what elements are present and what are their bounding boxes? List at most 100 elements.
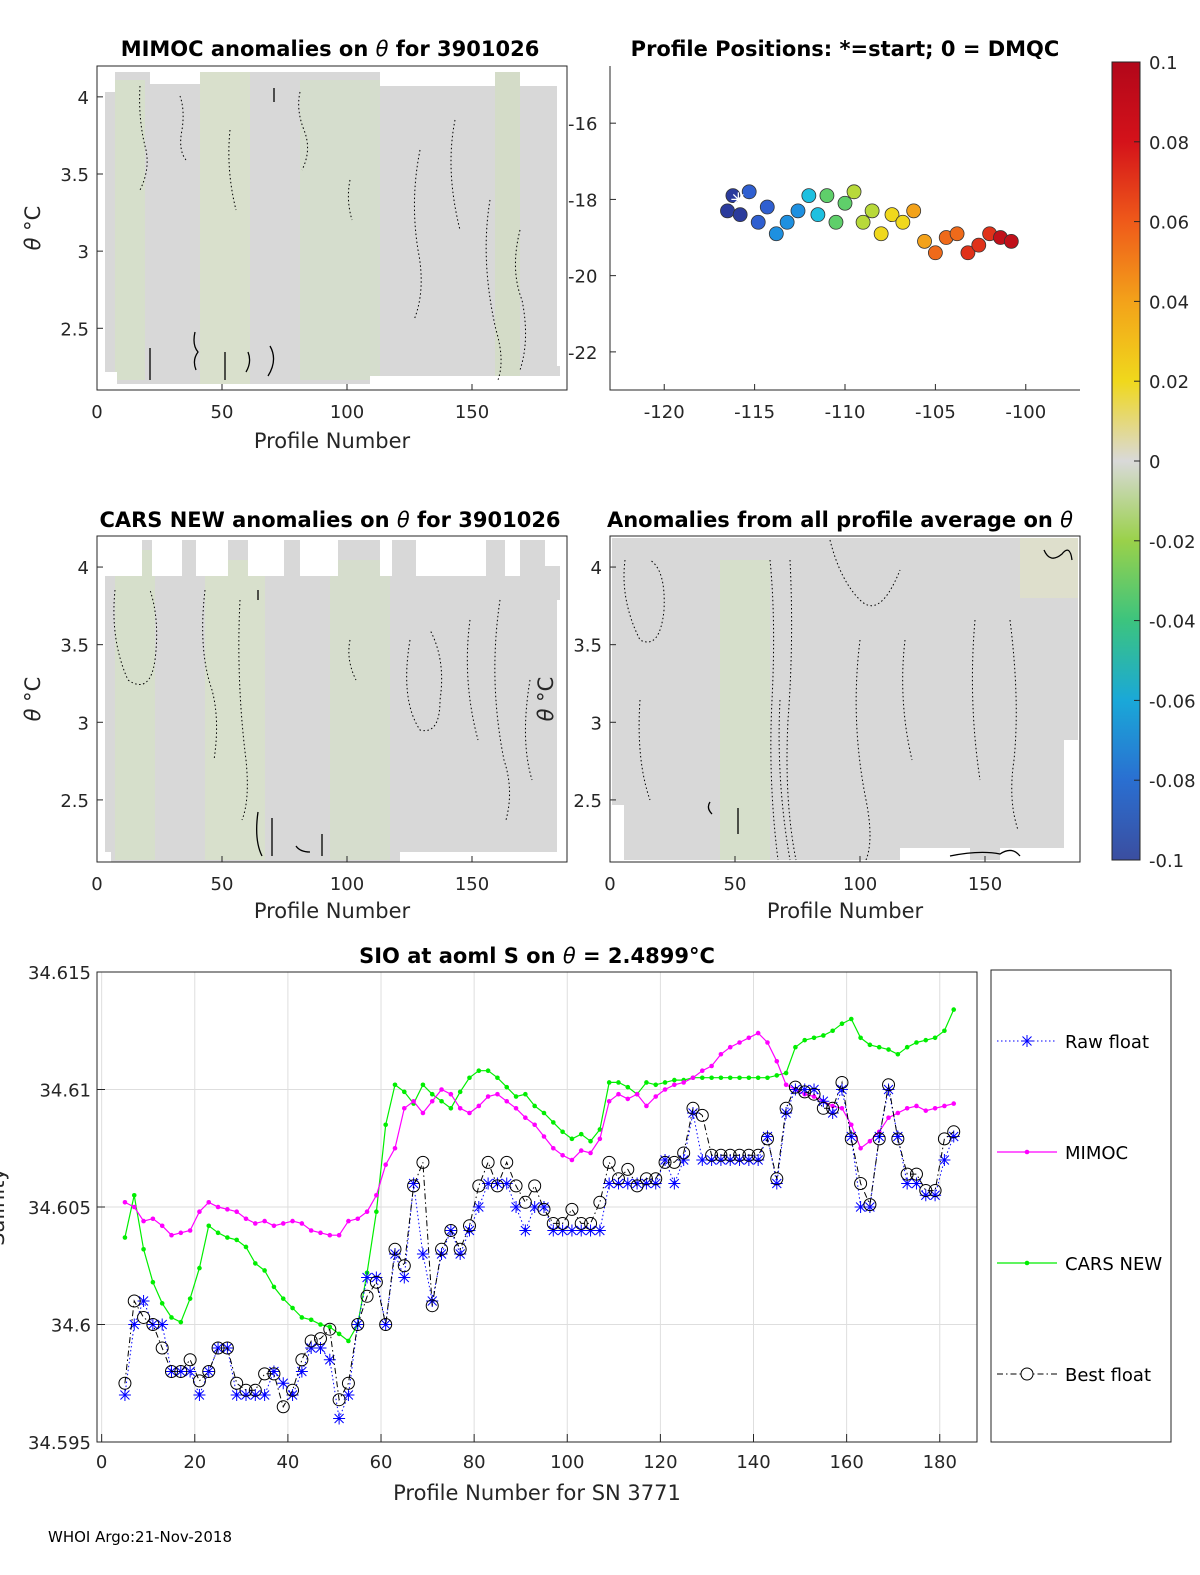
mimoc-point	[485, 1094, 491, 1099]
best-float-point	[639, 1172, 653, 1186]
legend-mimoc-label: MIMOC	[1065, 1143, 1128, 1164]
colorbar-tick-label: 0	[1149, 452, 1160, 473]
mimoc-point	[662, 1087, 668, 1092]
position-marker	[720, 203, 735, 219]
position-marker	[846, 184, 862, 200]
best-float-point	[565, 1202, 579, 1216]
best-float-point	[137, 1310, 151, 1324]
best-float-point	[751, 1148, 765, 1162]
mimoc-point	[253, 1221, 258, 1226]
raw-float-point	[714, 1154, 727, 1166]
cars-new-point	[597, 1127, 603, 1132]
salinity-xtick-label: 0	[96, 1452, 107, 1473]
position-marker	[971, 237, 987, 253]
mimoc-point	[467, 1110, 472, 1116]
mimoc-point	[355, 1216, 361, 1222]
raw-float-point	[491, 1177, 504, 1190]
raw-float-point	[193, 1389, 206, 1401]
mimoc-point	[308, 1228, 314, 1233]
positions-xtick-label: -105	[915, 402, 956, 423]
best-float-point	[909, 1167, 923, 1181]
mimoc-point	[541, 1134, 547, 1139]
cars-axes-box	[96, 535, 568, 863]
cars-new-point	[830, 1028, 835, 1034]
mimoc-point	[122, 1200, 128, 1205]
mimoc-point	[560, 1153, 565, 1158]
mimoc-point	[765, 1040, 770, 1045]
raw-float-point	[202, 1365, 215, 1378]
cars-new-point	[858, 1035, 863, 1041]
mimoc-point	[215, 1204, 221, 1210]
colorbar-ticks: 0.1 0.08 0.06 0.04 0.02 0 -0.02 -0.04 -0.06 -0.08…	[1134, 53, 1196, 872]
raw-float-point	[780, 1107, 793, 1119]
raw-float-point	[416, 1248, 429, 1260]
cars-new-point	[783, 1070, 789, 1076]
cars-new-point	[839, 1021, 845, 1026]
raw-float-point	[547, 1224, 560, 1237]
best-float-point	[397, 1259, 411, 1273]
cars-heatmap-field	[97, 536, 567, 864]
cars-new-point	[513, 1094, 519, 1099]
positions-xtick-label: -100	[1005, 402, 1046, 423]
raw-float-point	[128, 1318, 141, 1331]
cars-new-point	[951, 1007, 957, 1012]
best-float-point	[742, 1148, 756, 1162]
cars-new-point	[718, 1075, 724, 1081]
mimoc-point	[262, 1218, 267, 1224]
raw-float-point	[863, 1201, 876, 1213]
mimoc-point	[234, 1209, 239, 1214]
raw-float-point	[938, 1154, 951, 1166]
mimoc-ytick-label: 4	[78, 88, 89, 109]
cars-new-point	[457, 1089, 463, 1095]
cars-new-point	[383, 1122, 388, 1128]
colorbar-tick-label: 0.1	[1149, 53, 1178, 74]
best-float-point	[155, 1341, 169, 1355]
colorbar-tick-label: -0.04	[1149, 612, 1196, 633]
raw-float-point	[752, 1154, 765, 1166]
raw-float-point	[277, 1377, 290, 1390]
legend-raw-float-label: Raw float	[1065, 1032, 1149, 1053]
mimoc-point	[783, 1082, 789, 1088]
average-xlabel: Profile Number	[767, 899, 924, 923]
legend-cars-new-marker	[1024, 1260, 1030, 1266]
mimoc-point	[374, 1192, 379, 1198]
cars-anomaly-panel: CARS NEW anomalies on θ for 3901026 0 50 1…	[21, 508, 568, 923]
colorbar-tick-label: 0.06	[1149, 213, 1189, 234]
cars-new-point	[197, 1265, 202, 1271]
best-float-point	[630, 1179, 644, 1193]
average-ticks: 0 50 100 150 2.5 3 3.5 4	[573, 558, 1002, 895]
cars-new-point	[867, 1042, 873, 1048]
raw-float-point	[612, 1177, 625, 1190]
colorbar-tick-label: -0.06	[1149, 691, 1196, 712]
salinity-xtick-label: 40	[276, 1452, 299, 1473]
salinity-xtick-label: 60	[370, 1452, 393, 1473]
cars-new-point	[122, 1235, 128, 1240]
positions-ytick-label: -20	[568, 267, 597, 288]
cars-new-point	[141, 1247, 146, 1252]
mimoc-point	[141, 1218, 146, 1224]
raw-float-point	[882, 1083, 895, 1096]
mimoc-point	[476, 1103, 482, 1109]
positions-ytick-label: -18	[568, 190, 597, 211]
raw-float-point	[305, 1342, 318, 1354]
salinity-xtick-label: 80	[463, 1452, 486, 1473]
salinity-xtick-label: 160	[829, 1452, 863, 1473]
best-float-point	[826, 1101, 840, 1115]
best-float-point	[602, 1155, 616, 1169]
cars-new-point	[467, 1075, 472, 1081]
salinity-title: SIO at aoml S on θ = 2.4899°C	[359, 944, 715, 968]
colorbar-tick-label: 0.02	[1149, 372, 1189, 393]
mimoc-point	[634, 1091, 640, 1097]
mimoc-point	[495, 1091, 500, 1097]
cars-new-point	[541, 1110, 547, 1116]
positions-track	[720, 184, 1019, 261]
cars-new-point	[765, 1075, 770, 1081]
colorbar: 0.1 0.08 0.06 0.04 0.02 0 -0.02 -0.04 -0.06 -0.08…	[1111, 53, 1196, 872]
cars-new-point	[150, 1279, 156, 1285]
best-float-point	[407, 1179, 421, 1193]
colorbar-tick-label: 0.08	[1149, 133, 1189, 154]
cars-new-point	[662, 1080, 668, 1085]
best-float-point	[332, 1393, 346, 1407]
mimoc-point	[429, 1098, 435, 1104]
best-float-point	[230, 1376, 244, 1390]
